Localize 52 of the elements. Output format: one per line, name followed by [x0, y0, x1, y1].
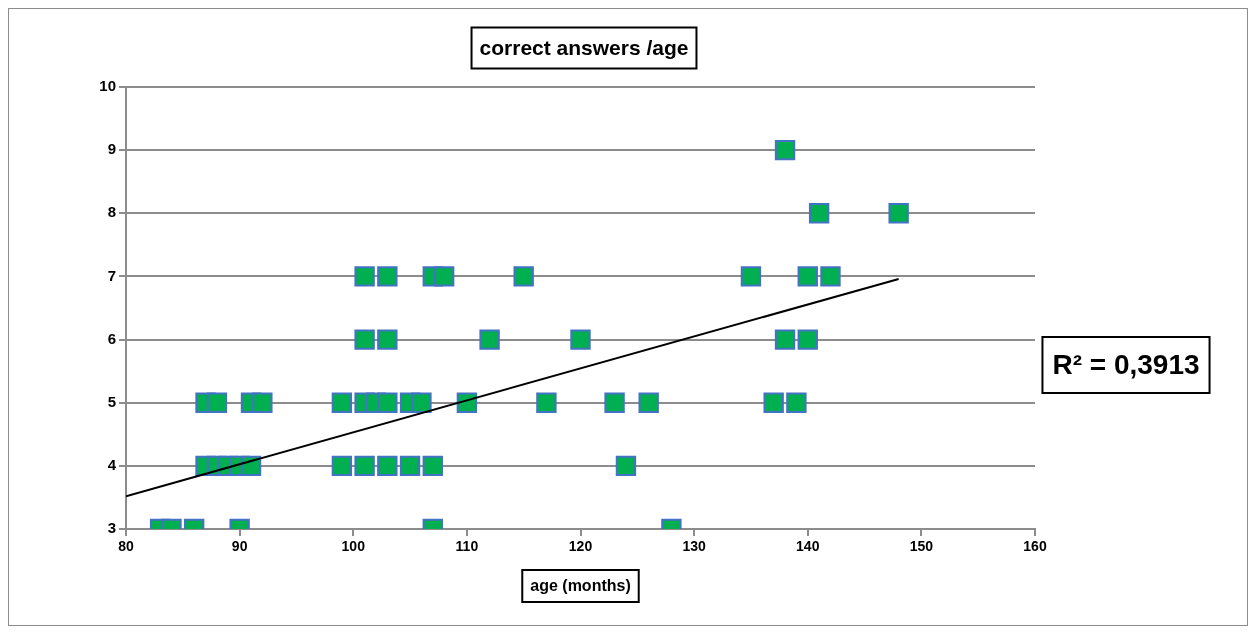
y-tick-label: 3	[107, 519, 116, 537]
x-tick-label: 160	[1023, 538, 1047, 555]
point	[513, 266, 534, 287]
point	[888, 203, 909, 224]
point	[786, 392, 807, 413]
point	[740, 266, 762, 287]
y-tick-label: 6	[107, 329, 116, 347]
point	[433, 266, 455, 287]
point	[479, 329, 500, 350]
x-tick-label: 80	[118, 538, 134, 555]
y-tick-label: 4	[107, 456, 117, 473]
point	[797, 266, 818, 287]
point	[377, 266, 398, 287]
point	[377, 455, 398, 477]
chart-title: correct answers /age	[479, 35, 689, 59]
point	[331, 392, 353, 413]
point	[820, 266, 841, 287]
point	[206, 392, 228, 413]
point	[331, 455, 353, 477]
point	[638, 392, 659, 413]
y-tick-label: 7	[107, 266, 116, 284]
x-tick-label: 140	[796, 538, 820, 555]
point	[422, 455, 443, 477]
x-tick-label: 100	[341, 538, 366, 555]
point	[615, 455, 637, 477]
point	[808, 203, 830, 224]
x-tick-label: 130	[682, 538, 707, 555]
y-tick-label: 8	[107, 203, 116, 221]
y-tick-label: 5	[107, 392, 116, 410]
text: R² = 0,3913	[1052, 348, 1200, 380]
point	[604, 392, 625, 413]
point	[536, 392, 557, 413]
point	[252, 392, 273, 413]
x-tick-label: 150	[909, 538, 934, 555]
x-axis-title: age (months)	[530, 577, 631, 595]
point	[774, 329, 796, 350]
point	[797, 329, 818, 350]
point	[354, 266, 375, 287]
x-tick-label: 90	[231, 538, 248, 555]
x-tick-label: 120	[568, 538, 593, 555]
point	[377, 392, 398, 413]
point	[763, 392, 784, 413]
point	[354, 329, 375, 350]
point	[354, 455, 375, 477]
point	[570, 329, 591, 350]
x-tick-label: 110	[455, 538, 479, 555]
point	[399, 455, 421, 477]
y-tick-label: 9	[107, 140, 116, 158]
y-tick-label: 10	[99, 77, 116, 95]
point	[377, 329, 398, 350]
point	[411, 392, 432, 413]
point	[774, 139, 796, 161]
